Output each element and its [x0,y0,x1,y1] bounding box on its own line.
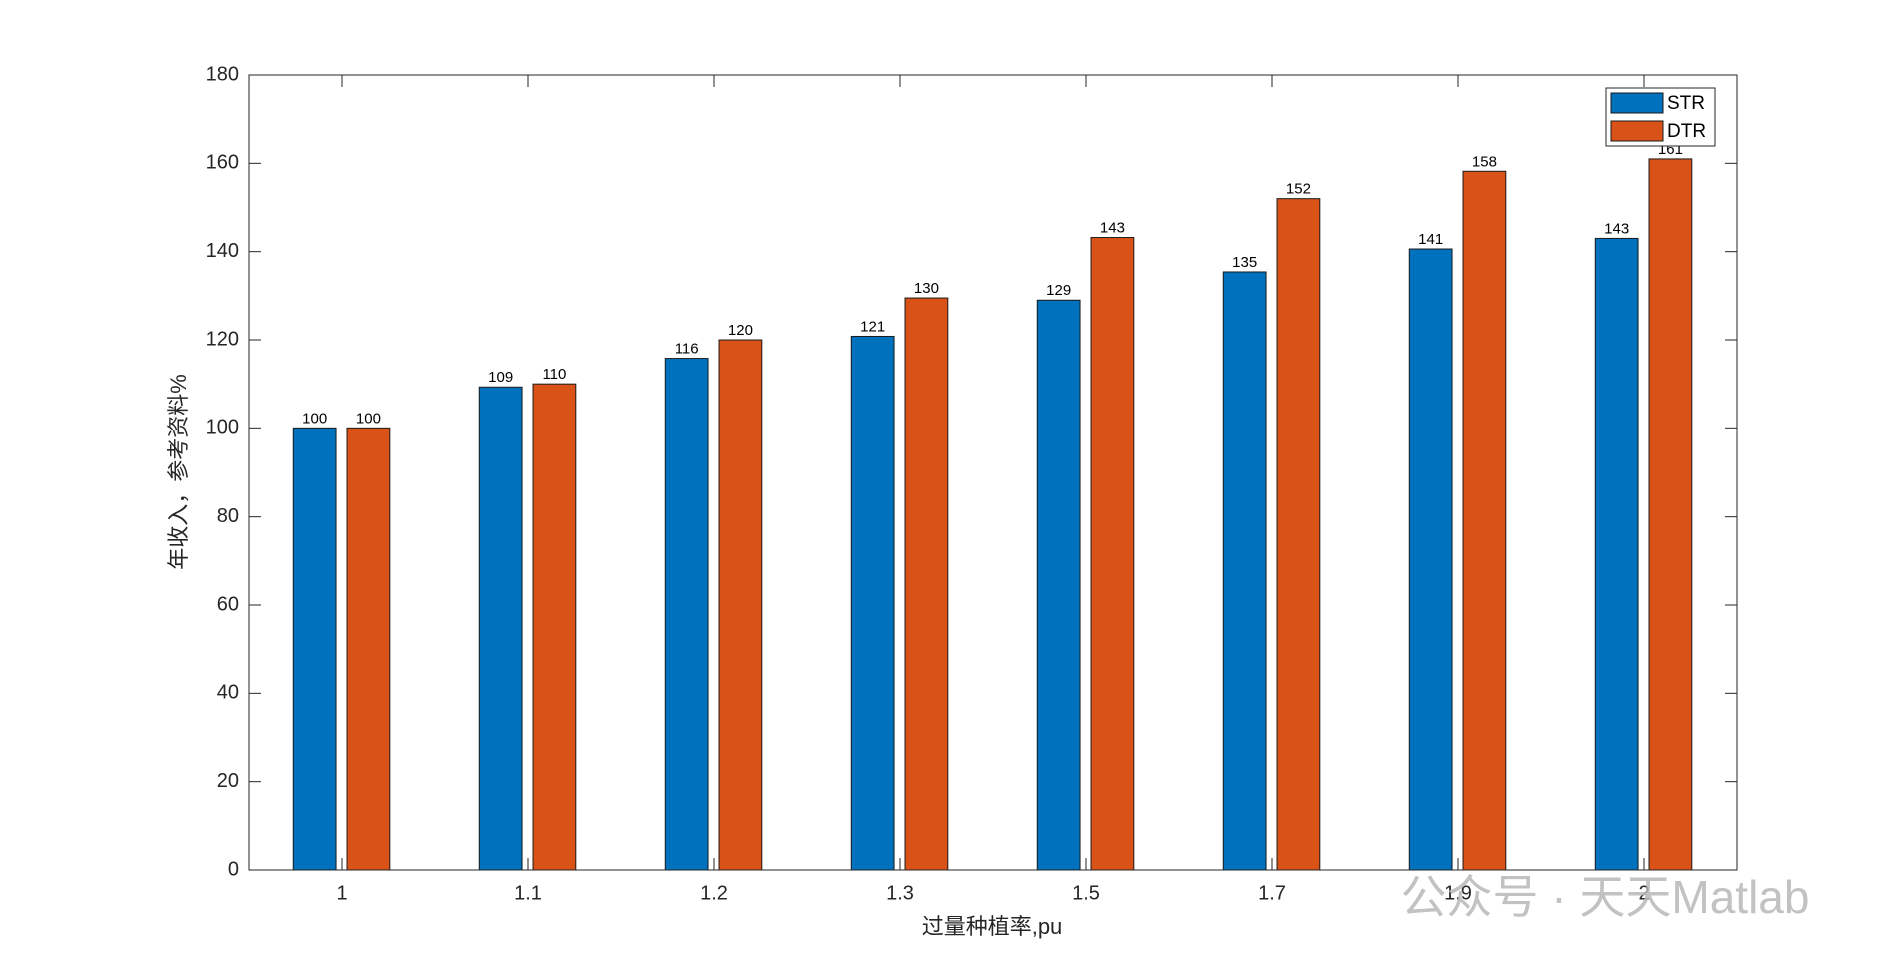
y-tick-label: 40 [217,682,239,704]
bar [346,427,391,871]
data-label: 141 [1418,231,1443,248]
x-tick-label: 1.5 [1072,882,1100,904]
bar [904,297,949,871]
data-label: 100 [302,410,327,427]
y-tick-label: 140 [206,240,239,262]
legend-label: STR [1667,93,1705,114]
y-tick-label: 180 [206,63,239,85]
watermark: 公众号 · 天天Matlab [1401,871,1810,923]
bar [718,339,763,871]
data-label: 143 [1100,220,1125,237]
x-tick-label: 1.7 [1258,882,1286,904]
data-label: 143 [1604,220,1629,237]
x-tick-label: 2 [1638,882,1649,904]
bar [1594,237,1639,871]
data-label: 152 [1286,181,1311,198]
x-tick-label: 1.3 [886,882,914,904]
data-label: 135 [1232,254,1257,271]
bar [1648,158,1693,871]
data-label: 109 [488,369,513,386]
x-tick-label: 1.2 [700,882,728,904]
y-tick-label: 60 [217,593,239,615]
plot-area [249,75,1737,870]
bar [1408,248,1453,871]
x-tick-label: 1.1 [514,882,542,904]
data-label: 116 [675,341,699,358]
x-axis-label: 过量种植率,pu [922,914,1063,939]
y-tick-label: 0 [228,858,239,880]
plot-frame [248,74,1738,871]
bar [292,427,337,871]
bar [1090,237,1135,871]
legend-swatch [1610,120,1664,142]
data-label: 120 [728,322,753,339]
legend-swatch [1610,92,1664,114]
bar [664,358,709,871]
bar [478,386,523,871]
data-label: 100 [356,410,381,427]
legend-label: DTR [1667,121,1706,142]
bar [1276,198,1321,871]
y-tick-label: 20 [217,770,239,792]
bar [850,335,895,871]
y-tick-label: 120 [206,328,239,350]
x-tick-label: 1.9 [1444,882,1472,904]
bar [1462,170,1507,871]
data-label: 129 [1046,282,1071,299]
data-label: 158 [1472,153,1497,170]
y-tick-label: 160 [206,152,239,174]
y-axis-label: 年收入，参考资料% [166,374,191,570]
bar [1036,299,1081,871]
data-label: 121 [860,318,885,335]
x-tick-label: 1 [336,882,347,904]
data-label: 130 [914,280,939,297]
bar [532,383,577,871]
y-tick-label: 100 [206,417,239,439]
bar [1222,271,1267,871]
y-tick-label: 80 [217,505,239,527]
data-label: 110 [542,366,566,383]
